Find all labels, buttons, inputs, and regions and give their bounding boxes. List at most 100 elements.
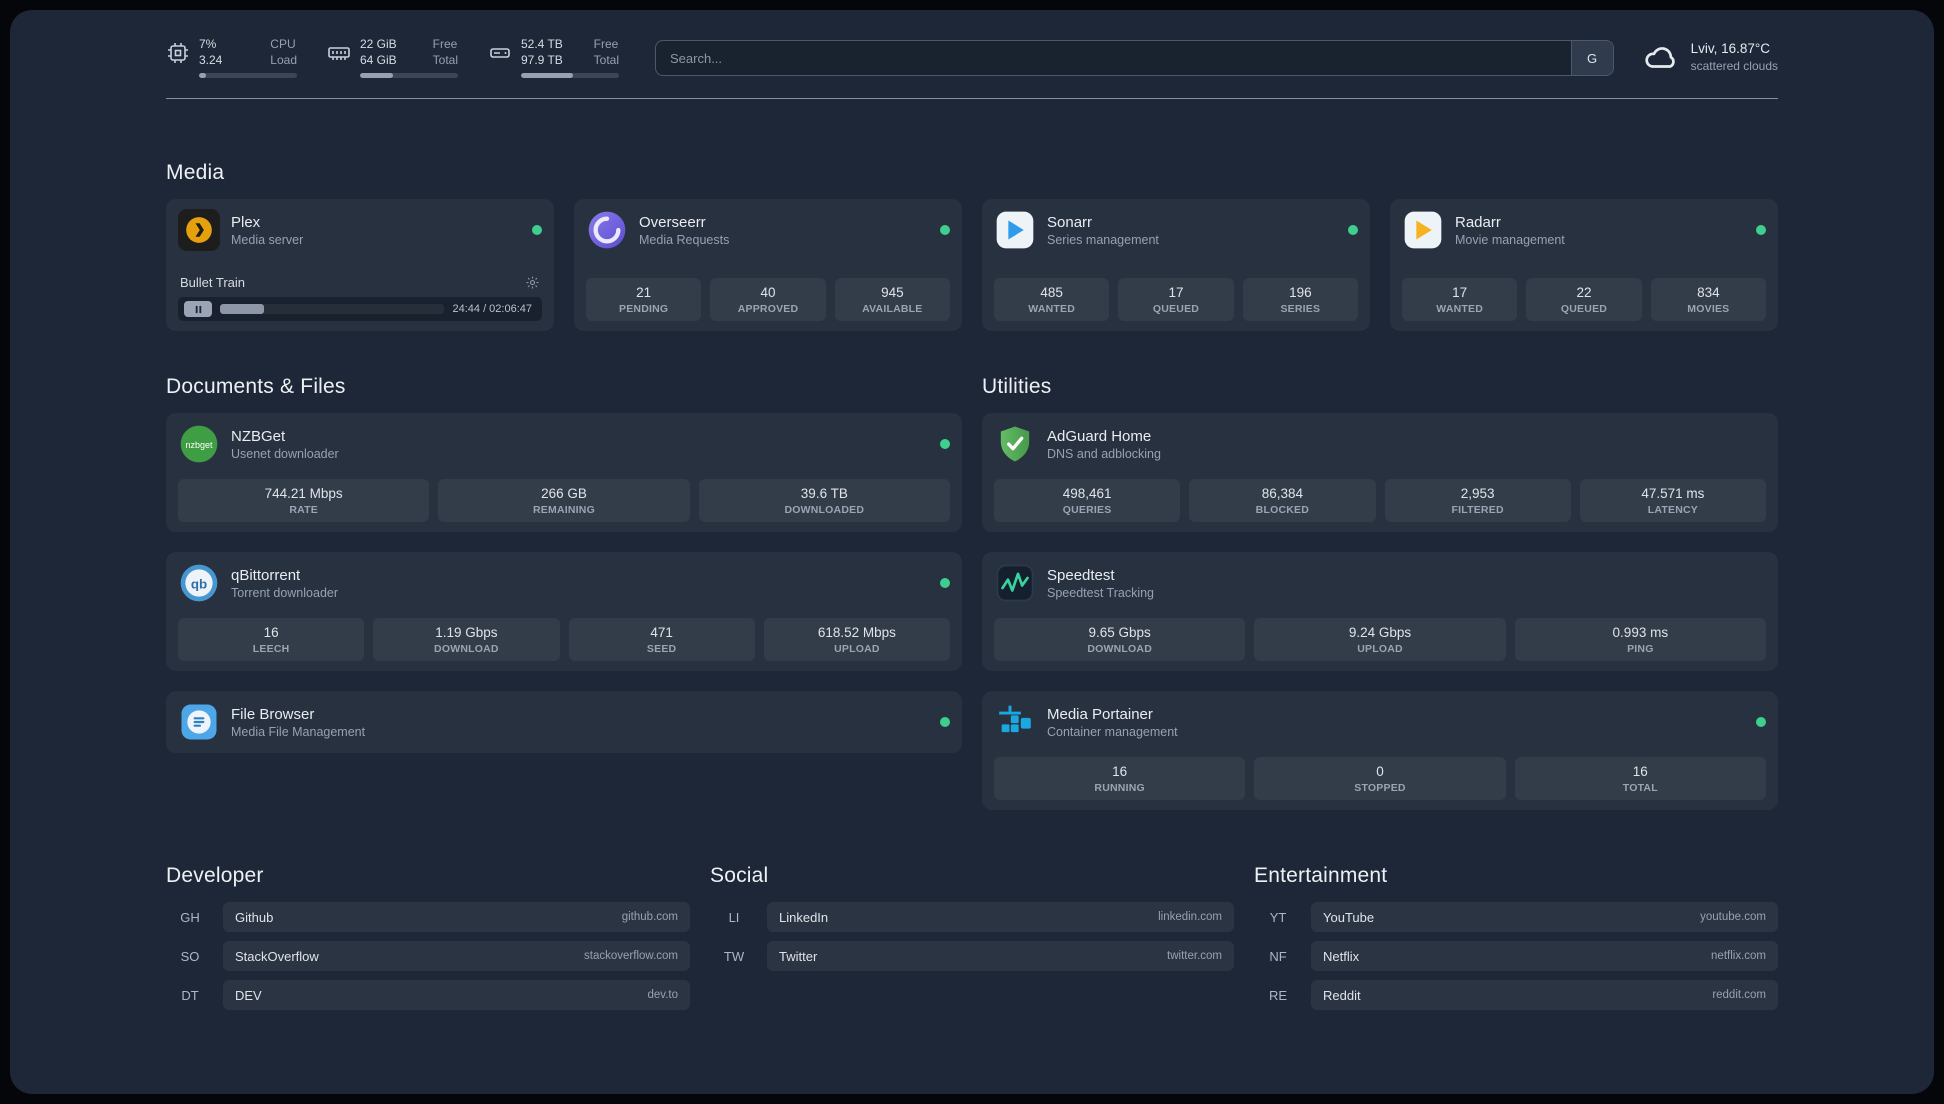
topbar: 7% 3.24 CPU Load [166, 36, 1778, 79]
service-card-file-browser[interactable]: File Browser Media File Management [166, 691, 962, 754]
speedtest-icon [994, 562, 1036, 604]
bookmark-link[interactable]: Twitter twitter.com [767, 941, 1234, 972]
bookmark-abbreviation: YT [1269, 909, 1287, 925]
service-card-speedtest[interactable]: Speedtest Speedtest Tracking 9.65 Gbps DOWN… [982, 552, 1778, 672]
stat-value: 498,461 [1062, 486, 1112, 502]
service-card-qbittorrent[interactable]: qb qBittorrent Torrent downloader 16 LEECH 1.… [166, 552, 962, 672]
resource-widgets: 7% 3.24 CPU Load [166, 36, 619, 79]
stat-label: TOTAL [1622, 782, 1658, 795]
portainer-icon [994, 701, 1036, 743]
service-card-radarr[interactable]: Radarr Movie management 17 WANTED 22 QUEUED 83… [1390, 199, 1778, 332]
service-card-nzbget[interactable]: nzbget NZBGet Usenet downloader 744.21 Mbps… [166, 413, 962, 533]
online-status-dot [1348, 225, 1358, 236]
utilities-cards: AdGuard Home DNS and adblocking 498,461 QUE… [982, 413, 1778, 811]
stat-tile-seed: 471 SEED [568, 618, 755, 662]
stat-value: 9.24 Gbps [1348, 625, 1412, 641]
service-card-plex[interactable]: Plex Media server Bullet Train 24:44 / 02:0… [166, 199, 554, 332]
section-bookmarks: Developer GH Github github.com SO StackOverfl… [166, 864, 1778, 1049]
service-stats: 498,461 QUERIES 86,384 BLOCKED 2,953 FILTERED… [994, 479, 1766, 523]
stat-value: 0.993 ms [1612, 625, 1669, 641]
bookmark-abbreviation: LI [728, 909, 740, 925]
bookmark-netflix: NF Netflix netflix.com [1254, 941, 1778, 972]
service-card-media-portainer[interactable]: Media Portainer Container management 16 RUN… [982, 691, 1778, 811]
settings-gear-icon[interactable] [525, 275, 540, 290]
stat-label: QUERIES [1062, 504, 1112, 517]
service-stats: 485 WANTED 17 QUEUED 196 SERIES [994, 278, 1358, 322]
stat-tile-queued: 22 QUEUED [1526, 278, 1642, 322]
bookmark-link[interactable]: DEV dev.to [223, 980, 690, 1011]
bookmark-name: YouTube [1323, 909, 1375, 925]
service-stats: 16 LEECH 1.19 Gbps DOWNLOAD 471 SEED 618.52 Mb… [178, 618, 950, 662]
service-title: Radarr [1455, 213, 1501, 231]
online-status-dot [1756, 717, 1766, 728]
memory-total-value: 64 GiB [360, 53, 397, 68]
disk-total-label: Total [593, 53, 619, 68]
bookmark-linkedin: LI LinkedIn linkedin.com [710, 902, 1234, 933]
service-subtitle: Torrent downloader [231, 585, 339, 600]
stat-label: AVAILABLE [862, 303, 923, 316]
filebrowser-icon [178, 701, 220, 743]
service-title: Overseerr [639, 213, 706, 231]
section-title-documents: Documents & Files [166, 375, 346, 399]
stat-label: UPLOAD [1357, 643, 1403, 656]
now-playing-title: Bullet Train [180, 275, 246, 291]
bookmark-link[interactable]: StackOverflow stackoverflow.com [223, 941, 690, 972]
service-card-header: File Browser Media File Management [178, 701, 950, 743]
stat-tile-stopped: 0 STOPPED [1254, 757, 1506, 801]
pause-button[interactable] [184, 301, 212, 318]
bookmark-link[interactable]: Reddit reddit.com [1311, 980, 1778, 1011]
service-subtitle: Series management [1047, 232, 1159, 247]
service-card-adguard-home[interactable]: AdGuard Home DNS and adblocking 498,461 QUE… [982, 413, 1778, 533]
service-title: Sonarr [1047, 213, 1093, 231]
stat-value: 744.21 Mbps [264, 486, 343, 502]
adguard-icon [994, 423, 1036, 465]
stat-tile-upload: 9.24 Gbps UPLOAD [1254, 618, 1506, 662]
bookmark-link[interactable]: YouTube youtube.com [1311, 902, 1778, 933]
bookmark-name: LinkedIn [779, 909, 829, 925]
service-card-overseerr[interactable]: Overseerr Media Requests 21 PENDING 40 APPROV… [574, 199, 962, 332]
bookmark-group-entertainment: Entertainment YT YouTube youtube.com NF Netfl… [1254, 864, 1778, 1019]
bookmark-name: Netflix [1323, 948, 1360, 964]
stat-tile-filtered: 2,953 FILTERED [1384, 479, 1571, 523]
search-input[interactable] [656, 41, 1571, 76]
stat-label: LEECH [252, 643, 290, 656]
stat-tile-movies: 834 MOVIES [1650, 278, 1766, 322]
service-card-sonarr[interactable]: Sonarr Series management 485 WANTED 17 QUEUED… [982, 199, 1370, 332]
radarr-icon [1402, 209, 1444, 251]
bookmark-url: linkedin.com [1158, 911, 1222, 924]
stat-value: 266 GB [541, 486, 587, 502]
stat-value: 17 [1452, 285, 1468, 301]
service-subtitle: Media File Management [231, 724, 366, 739]
service-title: NZBGet [231, 427, 286, 445]
memory-widget: 22 GiB 64 GiB Free Total [327, 36, 458, 79]
online-status-dot [940, 578, 950, 589]
bookmark-abbreviation: DT [181, 987, 199, 1003]
stat-tile-leech: 16 LEECH [178, 618, 365, 662]
stat-value: 471 [650, 625, 673, 641]
documents-cards: nzbget NZBGet Usenet downloader 744.21 Mbps… [166, 413, 962, 754]
stat-label: PENDING [619, 303, 669, 316]
service-card-header: Radarr Movie management [1402, 209, 1766, 251]
stat-value: 16 [1632, 764, 1648, 780]
stat-tile-downloaded: 39.6 TB DOWNLOADED [698, 479, 950, 523]
disk-free-label: Free [593, 37, 619, 51]
bookmark-link[interactable]: Github github.com [223, 902, 690, 933]
bookmark-link[interactable]: LinkedIn linkedin.com [767, 902, 1234, 933]
bookmark-abbreviation: RE [1268, 987, 1288, 1003]
stat-tile-blocked: 86,384 BLOCKED [1189, 479, 1376, 523]
memory-usage-bar [360, 73, 458, 79]
playback-progress-bar[interactable] [220, 304, 445, 315]
memory-free-value: 22 GiB [360, 37, 397, 51]
section-title-social: Social [710, 864, 769, 888]
stat-value: 47.571 ms [1641, 486, 1705, 502]
stat-value: 2,953 [1460, 486, 1495, 502]
search-provider-button[interactable]: G [1570, 41, 1613, 76]
stat-label: RATE [289, 504, 318, 517]
plex-icon [178, 209, 220, 252]
bookmark-link[interactable]: Netflix netflix.com [1311, 941, 1778, 972]
bookmark-group-social: Social LI LinkedIn linkedin.com TW Twitter twi… [710, 864, 1234, 1019]
service-card-header: Media Portainer Container management [994, 701, 1766, 743]
disk-free-value: 52.4 TB [521, 37, 563, 51]
cpu-widget: 7% 3.24 CPU Load [166, 36, 297, 79]
memory-total-label: Total [432, 53, 458, 68]
